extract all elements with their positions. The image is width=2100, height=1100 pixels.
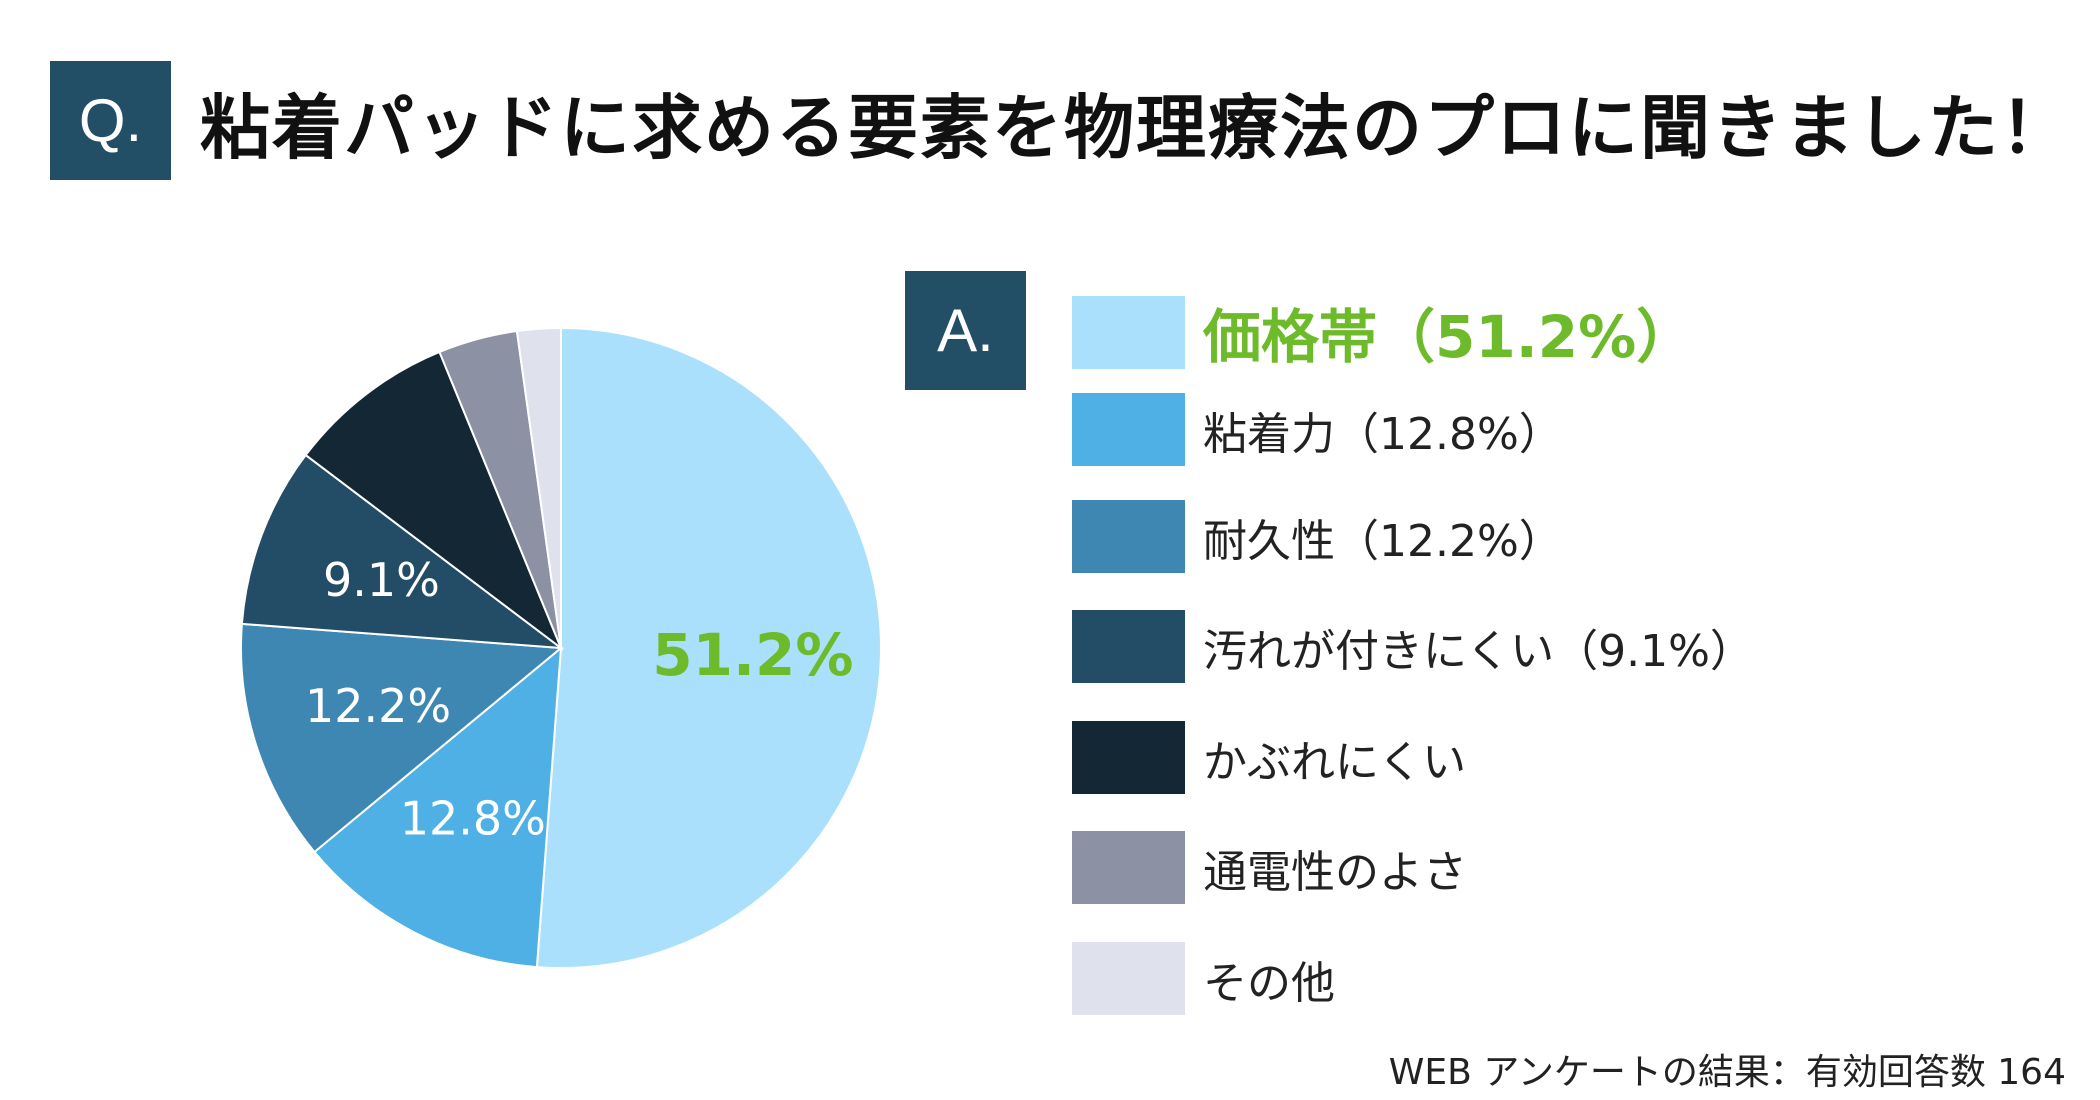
legend-item-1: 粘着力（12.8%） bbox=[1072, 393, 1563, 466]
pie-slice-0 bbox=[535, 326, 882, 969]
legend-label: かぶれにくい bbox=[1203, 736, 1467, 788]
legend-label: 通電性のよさ bbox=[1203, 846, 1467, 898]
legend-swatch bbox=[1072, 942, 1185, 1015]
pie-slice-6 bbox=[515, 326, 562, 649]
slice-label-2: 12.2% bbox=[305, 679, 451, 733]
legend-swatch bbox=[1072, 721, 1185, 794]
pie-slice-1 bbox=[313, 645, 563, 969]
page-title: 粘着パッドに求める要素を物理療法のプロに聞きました！ bbox=[200, 87, 2072, 169]
legend-item-2: 耐久性（12.2%） bbox=[1072, 500, 1563, 573]
legend-item-4: かぶれにくい bbox=[1072, 721, 1466, 794]
slice-label-3: 9.1% bbox=[323, 553, 440, 607]
legend-label: その他 bbox=[1203, 957, 1335, 1009]
pie-slice-2 bbox=[240, 622, 564, 854]
pie-slice-4 bbox=[304, 350, 564, 652]
legend-item-3: 汚れが付きにくい（9.1%） bbox=[1072, 610, 1754, 683]
slice-label-0: 51.2% bbox=[652, 621, 853, 689]
legend-swatch bbox=[1072, 831, 1185, 904]
legend-label: 耐久性（12.2%） bbox=[1203, 515, 1563, 567]
legend-swatch bbox=[1072, 500, 1185, 573]
legend-swatch bbox=[1072, 393, 1185, 466]
legend-item-5: 通電性のよさ bbox=[1072, 831, 1467, 904]
survey-footnote: WEB アンケートの結果：有効回答数 164 bbox=[1388, 1052, 2066, 1093]
question-badge: Q. bbox=[50, 61, 171, 180]
legend-label: 価格帯（51.2%） bbox=[1203, 303, 1695, 371]
pie-slice-3 bbox=[240, 453, 565, 650]
legend-item-6: その他 bbox=[1072, 942, 1335, 1015]
slice-label-1: 12.8% bbox=[400, 792, 546, 846]
legend-swatch bbox=[1072, 610, 1185, 683]
legend-label: 汚れが付きにくい（9.1%） bbox=[1203, 625, 1754, 677]
legend-label: 粘着力（12.8%） bbox=[1203, 408, 1563, 460]
legend-swatch bbox=[1072, 295, 1185, 369]
legend-item-0: 価格帯（51.2%） bbox=[1072, 290, 1694, 374]
answer-badge: A. bbox=[905, 271, 1026, 390]
